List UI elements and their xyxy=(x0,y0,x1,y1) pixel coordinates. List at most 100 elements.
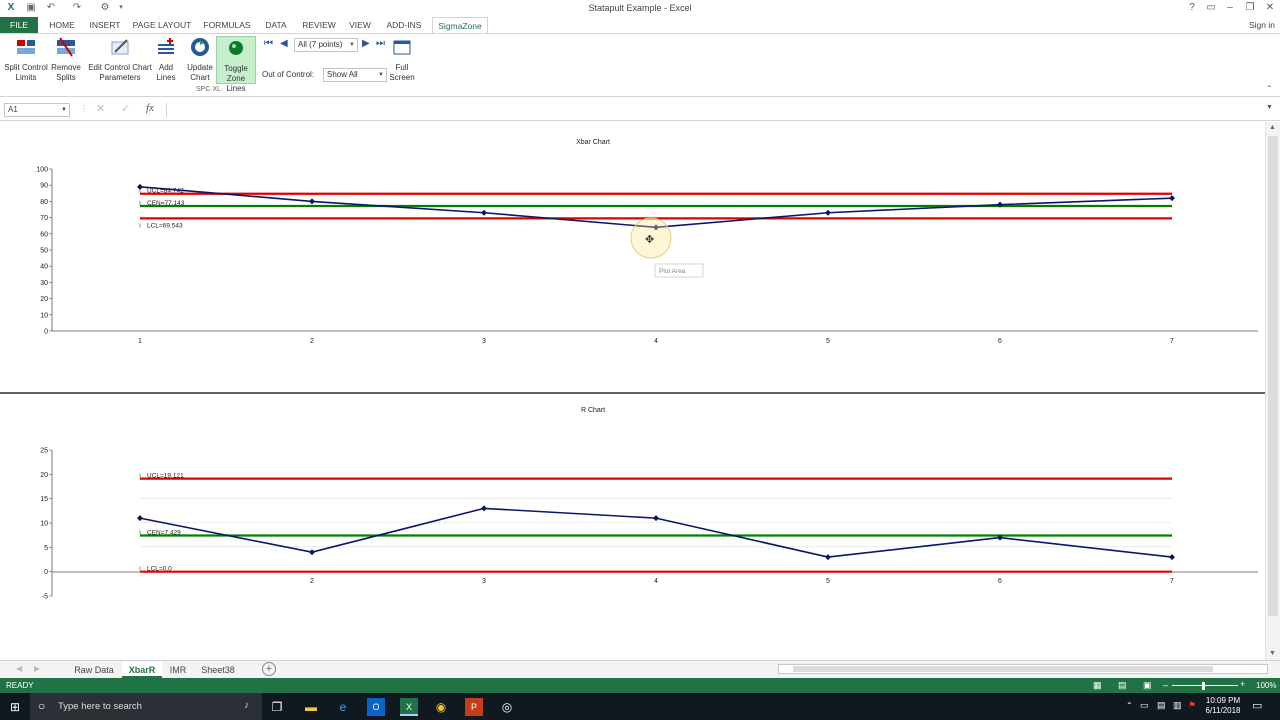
minimize-icon[interactable]: – xyxy=(1227,2,1233,13)
taskbar-clock[interactable]: 10:09 PM 6/11/2018 xyxy=(1203,696,1243,716)
page-layout-view-icon[interactable]: ▤ xyxy=(1118,680,1127,690)
scroll-tabs-left-icon[interactable]: ◀ xyxy=(16,664,23,673)
horizontal-scrollbar[interactable] xyxy=(778,664,1268,674)
windows-start-icon[interactable]: ⊞ xyxy=(9,700,21,714)
tray-app-icon[interactable]: ▭ xyxy=(1140,700,1149,710)
last-point-icon[interactable]: ⏭ xyxy=(376,38,385,49)
outlook-icon[interactable]: O xyxy=(367,698,385,716)
save-icon[interactable]: ▣ xyxy=(26,2,36,13)
tab-home[interactable]: HOME xyxy=(49,20,75,30)
xbar-y-tick-label: 70 xyxy=(40,215,48,222)
edge-icon[interactable]: e xyxy=(339,700,347,714)
sheet-tab-imr[interactable]: IMR xyxy=(169,665,187,675)
worksheet[interactable]: Xbar Chart 100 90 80 70 60 50 40 30 20 10 0 1 2 3 4 5 6 7 U… xyxy=(0,122,1265,660)
more-icon: ⋮ xyxy=(80,104,88,113)
scroll-tabs-right-icon[interactable]: ▶ xyxy=(34,664,41,673)
remove-splits-button[interactable]: Remove Splits xyxy=(48,36,84,83)
ribbon-display-icon[interactable]: ▭ xyxy=(1206,2,1216,13)
windows-taskbar: ⊞ ○ Type here to search ♪ ❐ ▬ e O X ◉ P … xyxy=(0,693,1280,720)
xbar-x-tick-label: 2 xyxy=(310,338,314,345)
r-data-point xyxy=(997,534,1003,541)
vertical-scrollbar[interactable]: ▲ ▼ xyxy=(1265,122,1280,660)
previous-point-icon[interactable]: ◀ xyxy=(280,38,288,49)
normal-view-icon[interactable]: ▦ xyxy=(1093,680,1102,690)
tray-flag-icon[interactable]: ⚑ xyxy=(1188,700,1197,710)
excel-taskbar-icon[interactable]: X xyxy=(400,698,418,716)
taskbar-date: 6/11/2018 xyxy=(1205,706,1241,715)
horizontal-scroll-thumb[interactable] xyxy=(793,666,1213,672)
toggle-zone-lines-button[interactable]: Toggle Zone Lines xyxy=(216,36,256,93)
enter-icon[interactable]: ✓ xyxy=(121,103,131,115)
sign-in-link[interactable]: Sign in xyxy=(1249,20,1275,30)
next-point-icon[interactable]: ▶ xyxy=(362,38,370,49)
redo-icon[interactable]: ↷ xyxy=(72,2,82,13)
r-y-tick-label: 20 xyxy=(40,472,48,479)
zoom-in-icon[interactable]: + xyxy=(1240,679,1246,689)
first-point-icon[interactable]: ⏮ xyxy=(264,38,273,49)
expand-formula-icon[interactable]: ▼ xyxy=(1266,104,1273,111)
edit-control-chart-parameters-label: Edit Control Chart Parameters xyxy=(88,63,152,82)
recording-icon[interactable]: ◎ xyxy=(501,700,513,714)
page-break-view-icon[interactable]: ▣ xyxy=(1143,680,1152,690)
full-screen-button[interactable]: Full Screen xyxy=(388,36,416,83)
tab-data[interactable]: DATA xyxy=(265,20,287,30)
ribbon-tabs: FILE HOME INSERT PAGE LAYOUT FORMULAS DA… xyxy=(0,17,1280,33)
chrome-icon[interactable]: ◉ xyxy=(435,700,447,714)
zoom-level[interactable]: 100% xyxy=(1256,681,1277,690)
out-of-control-value: Show All xyxy=(327,70,358,79)
sheet-tab-raw-data[interactable]: Raw Data xyxy=(74,665,114,675)
help-icon[interactable]: ? xyxy=(1189,2,1195,13)
sheet-tab-xbarr[interactable]: XbarR xyxy=(122,662,162,678)
tab-sigmazone[interactable]: SigmaZone xyxy=(432,17,488,33)
tab-review[interactable]: REVIEW xyxy=(302,20,336,30)
new-sheet-icon[interactable]: + xyxy=(262,662,276,676)
zoom-out-icon[interactable]: – xyxy=(1163,680,1169,690)
name-box[interactable]: A1 ▼ xyxy=(4,103,70,117)
tab-page-layout[interactable]: PAGE LAYOUT xyxy=(132,20,192,30)
out-of-control-select[interactable]: Show All ▼ xyxy=(323,68,387,82)
add-lines-button[interactable]: Add Lines xyxy=(152,36,180,83)
update-chart-button[interactable]: Update Chart xyxy=(184,36,216,83)
cancel-icon[interactable]: ✕ xyxy=(96,103,106,115)
add-lines-icon xyxy=(158,38,174,54)
name-box-value: A1 xyxy=(8,105,18,114)
scroll-down-icon[interactable]: ▼ xyxy=(1269,650,1276,657)
edit-control-chart-parameters-button[interactable]: Edit Control Chart Parameters xyxy=(88,36,152,83)
xbar-data-point xyxy=(1169,195,1175,202)
tray-chevron-icon[interactable]: ⌃ xyxy=(1126,701,1133,710)
task-view-icon[interactable]: ❐ xyxy=(271,700,283,714)
points-select[interactable]: All (7 points) ▼ xyxy=(294,38,358,52)
tab-file[interactable]: FILE xyxy=(0,17,38,33)
zoom-slider[interactable] xyxy=(1172,685,1238,686)
title-bar: X ▣ ↶ ↷ ⚙ ▾ Statapult Example - Excel ? … xyxy=(0,0,1280,17)
search-icon: ○ xyxy=(38,699,46,713)
file-explorer-icon[interactable]: ▬ xyxy=(305,700,317,714)
xbar-y-tick-label: 20 xyxy=(40,296,48,303)
tab-insert[interactable]: INSERT xyxy=(89,20,121,30)
action-center-icon[interactable]: ▭ xyxy=(1252,700,1263,712)
powerpoint-icon[interactable]: P xyxy=(465,698,483,716)
xbar-data-point xyxy=(137,183,143,190)
zoom-slider-thumb[interactable] xyxy=(1202,682,1205,690)
quick-access-icon[interactable]: ⚙ xyxy=(100,2,110,13)
collapse-ribbon-icon[interactable]: ⌃ xyxy=(1266,84,1273,93)
network-icon[interactable]: ▥ xyxy=(1173,700,1182,710)
xbar-data-point xyxy=(481,209,487,216)
r-chart-title: R Chart xyxy=(581,407,605,414)
tab-view[interactable]: VIEW xyxy=(349,20,371,30)
close-icon[interactable]: ✕ xyxy=(1265,2,1275,13)
tray-app2-icon[interactable]: ▤ xyxy=(1157,700,1166,710)
maximize-icon[interactable]: ❐ xyxy=(1245,2,1255,13)
formula-input[interactable] xyxy=(166,103,1266,117)
tab-add-ins[interactable]: ADD-INS xyxy=(386,20,422,30)
tab-formulas[interactable]: FORMULAS xyxy=(203,20,251,30)
r-x-tick-label: 3 xyxy=(482,578,486,585)
customize-qat-icon[interactable]: ▾ xyxy=(119,4,123,11)
insert-function-icon[interactable]: fx xyxy=(146,102,154,114)
scroll-up-icon[interactable]: ▲ xyxy=(1269,124,1276,131)
sheet-tab-sheet38[interactable]: Sheet38 xyxy=(201,665,235,675)
scroll-thumb[interactable] xyxy=(1268,136,1278,616)
split-control-limits-button[interactable]: Split Control Limits xyxy=(2,36,50,83)
taskbar-search-box[interactable]: ○ Type here to search ♪ xyxy=(30,693,262,720)
undo-icon[interactable]: ↶ xyxy=(46,2,56,13)
